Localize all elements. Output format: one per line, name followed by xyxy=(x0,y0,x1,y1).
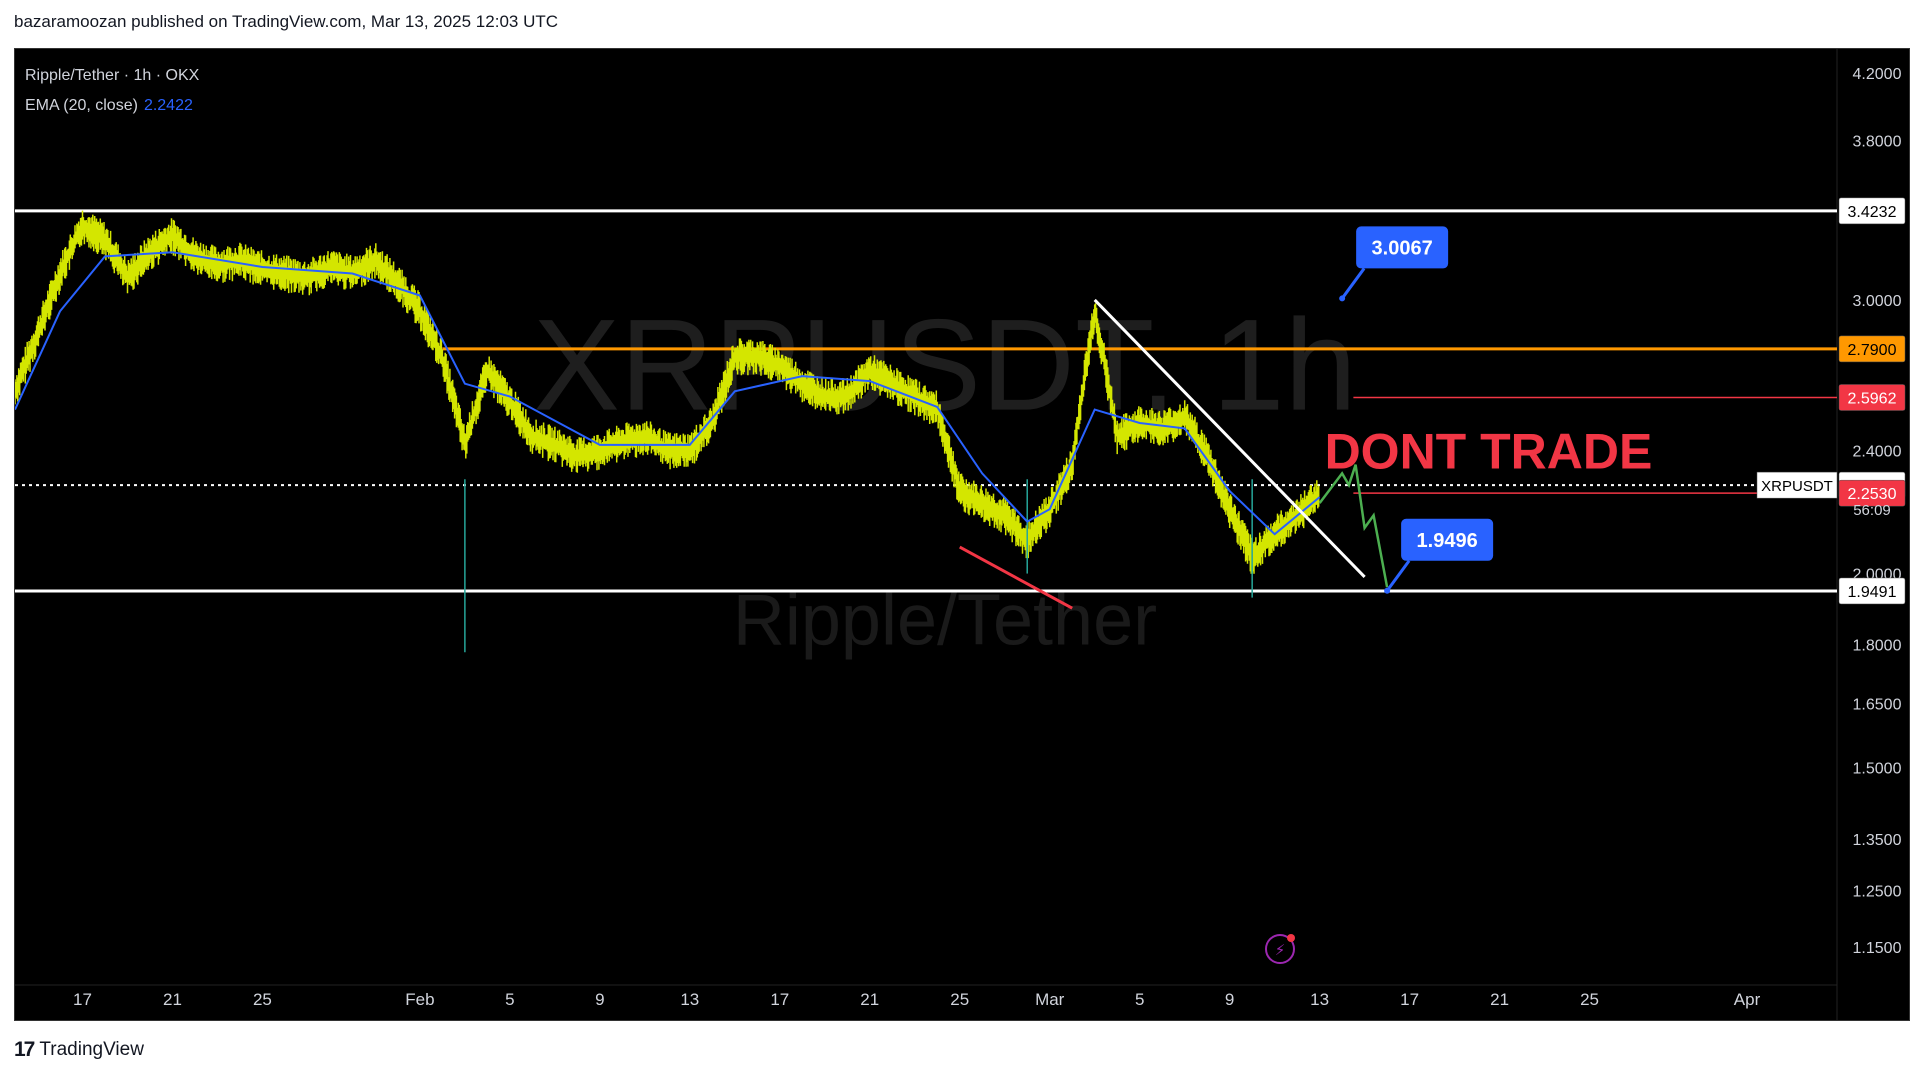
footer-brand[interactable]: 17 TradingView xyxy=(14,1038,144,1062)
x-tick-label: 21 xyxy=(163,990,182,1009)
countdown-label: 56:09 xyxy=(1853,502,1891,519)
y-tick-label: 3.0000 xyxy=(1853,293,1902,310)
x-tick-label: 17 xyxy=(73,990,92,1009)
x-tick-label: 5 xyxy=(505,990,514,1009)
x-tick-label: 25 xyxy=(253,990,272,1009)
dont-trade-label: DONT TRADE xyxy=(1325,424,1653,480)
x-tick-label: Feb xyxy=(405,990,434,1009)
x-tick-label: 21 xyxy=(860,990,879,1009)
projection-path[interactable] xyxy=(1318,464,1389,588)
x-tick-label: 9 xyxy=(1225,990,1234,1009)
trendline[interactable] xyxy=(959,545,1073,610)
level-tag xyxy=(1838,197,1906,225)
brand-name: TradingView xyxy=(39,1039,144,1060)
chart-legend: Ripple/Tether · 1h · OKX EMA (20, close)… xyxy=(25,61,199,121)
x-tick-label: 17 xyxy=(770,990,789,1009)
x-tick-label: 25 xyxy=(950,990,969,1009)
y-tick-label: 1.6500 xyxy=(1853,696,1902,713)
callout-anchor xyxy=(1384,587,1391,594)
callout-box[interactable] xyxy=(1356,226,1449,269)
lightning-glyph: ⚡ xyxy=(1275,942,1286,959)
price-chart[interactable]: XRPUSDT, 1h Ripple/Tether 3.0067 1.9496 DONT… xyxy=(15,49,1909,1020)
level-tag-label: 3.4232 xyxy=(1848,204,1897,221)
callout-label: 1.9496 xyxy=(1417,530,1478,552)
ema-label: EMA (20, close) xyxy=(25,97,138,114)
callout-anchor xyxy=(1339,295,1346,302)
x-tick-label: 13 xyxy=(1310,990,1329,1009)
ema-legend[interactable]: EMA (20, close) 2.2422 xyxy=(25,91,199,121)
level-tag xyxy=(1838,577,1906,605)
level-tag xyxy=(1838,335,1906,363)
tradingview-logo-icon: 17 xyxy=(14,1038,35,1061)
callout-pointer xyxy=(1340,267,1366,300)
symbol-legend[interactable]: Ripple/Tether · 1h · OKX xyxy=(25,67,200,84)
level-tag-label: 2.2530 xyxy=(1848,486,1897,503)
callout-label: 3.0067 xyxy=(1372,237,1433,259)
x-tick-label: 9 xyxy=(595,990,604,1009)
watermark-name: Ripple/Tether xyxy=(733,581,1157,661)
level-tag-label: 1.9491 xyxy=(1848,584,1897,601)
y-tick-label: 1.1500 xyxy=(1853,940,1902,957)
symbol-tag xyxy=(1756,471,1838,499)
x-tick-label: Mar xyxy=(1035,990,1065,1009)
x-tick-label: 13 xyxy=(680,990,699,1009)
level-tag xyxy=(1838,384,1906,411)
callout-pointer xyxy=(1385,559,1411,592)
level-tag-label: 2.5962 xyxy=(1848,390,1897,407)
x-tick-label: 21 xyxy=(1490,990,1509,1009)
y-tick-label: 1.3500 xyxy=(1853,832,1902,849)
level-tag xyxy=(1838,479,1906,507)
y-tick-label: 1.8000 xyxy=(1853,638,1902,655)
x-tick-label: 5 xyxy=(1135,990,1144,1009)
lightning-icon[interactable] xyxy=(1265,934,1295,964)
ema-value: 2.2422 xyxy=(143,97,193,114)
y-tick-label: 1.2500 xyxy=(1853,884,1902,901)
y-tick-label: 1.5000 xyxy=(1853,761,1902,778)
x-tick-label: 17 xyxy=(1400,990,1419,1009)
callout-box[interactable] xyxy=(1401,518,1494,561)
y-tick-label: 2.4000 xyxy=(1853,444,1902,461)
ema-line xyxy=(15,251,1321,536)
notification-dot xyxy=(1287,934,1295,942)
symbol-tag-label: XRPUSDT xyxy=(1761,478,1833,495)
candles-series xyxy=(15,210,1320,574)
watermark-symbol: XRPUSDT, 1h xyxy=(533,292,1357,438)
trendline[interactable] xyxy=(1093,298,1366,578)
chart-panel[interactable]: XRPUSDT, 1h Ripple/Tether 3.0067 1.9496 DONT… xyxy=(14,48,1910,1021)
x-tick-label: Apr xyxy=(1734,990,1761,1009)
y-tick-label: 3.8000 xyxy=(1853,133,1902,150)
level-tag-label: 2.7900 xyxy=(1848,342,1897,359)
x-tick-label: 25 xyxy=(1580,990,1599,1009)
publisher-line: bazaramoozan published on TradingView.co… xyxy=(14,12,559,31)
y-tick-label: 4.2000 xyxy=(1853,66,1902,83)
